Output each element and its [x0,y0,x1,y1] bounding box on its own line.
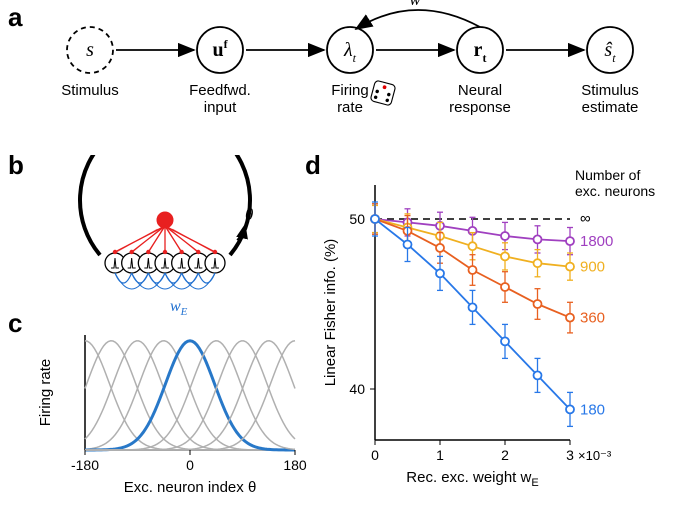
svg-text:Firing: Firing [331,82,369,99]
svg-text:Exc. neuron index θ: Exc. neuron index θ [124,479,257,496]
svg-text:Stimulus: Stimulus [61,82,119,99]
svg-text:180: 180 [283,457,307,473]
panel-b-ring: θ wE [35,155,315,325]
svg-text:40: 40 [349,381,365,397]
svg-text:w: w [409,0,421,9]
panel-d-fisher: 0 1 2 3 40 50 Number ofexc. neurons ∞ 1800 900 360… [315,160,685,510]
svg-text:0: 0 [371,447,379,463]
svg-text:∞: ∞ [580,210,591,227]
svg-text:θ: θ [245,205,253,224]
svg-text:-180: -180 [71,457,99,473]
panel-label-b: b [8,150,24,181]
panel-a-diagram: sStimulusufFeedfwd.inputλtFiringratertNe… [20,0,680,150]
svg-text:Rec. exc. weight wE: Rec. exc. weight wE [406,469,538,489]
svg-text:360: 360 [580,310,605,327]
svg-text:estimate: estimate [582,99,639,116]
svg-text:Neural: Neural [458,82,502,99]
svg-text:Linear Fisher info. (%): Linear Fisher info. (%) [322,239,339,387]
svg-text:1800: 1800 [580,233,613,250]
svg-text:3: 3 [566,447,574,463]
svg-text:Firing rate: Firing rate [37,359,54,427]
svg-text:2: 2 [501,447,509,463]
svg-text:900: 900 [580,259,605,276]
svg-text:50: 50 [349,211,365,227]
svg-text:response: response [449,99,511,116]
svg-text:Number of: Number of [575,167,640,183]
svg-text:s: s [86,39,94,61]
svg-text:×10⁻³: ×10⁻³ [578,448,612,463]
panel-c-tuning: -180 0 180 Exc. neuron index θ Firing rate [30,325,330,505]
svg-text:Stimulus: Stimulus [581,82,639,99]
svg-text:exc. neurons: exc. neurons [575,183,655,199]
svg-text:input: input [204,99,237,116]
svg-text:wE: wE [170,298,188,318]
svg-text:rate: rate [337,99,363,116]
svg-text:Feedfwd.: Feedfwd. [189,82,251,99]
dice-icon [368,78,398,108]
svg-text:180: 180 [580,401,605,418]
svg-text:1: 1 [436,447,444,463]
panel-label-c: c [8,308,22,339]
svg-text:0: 0 [186,457,194,473]
